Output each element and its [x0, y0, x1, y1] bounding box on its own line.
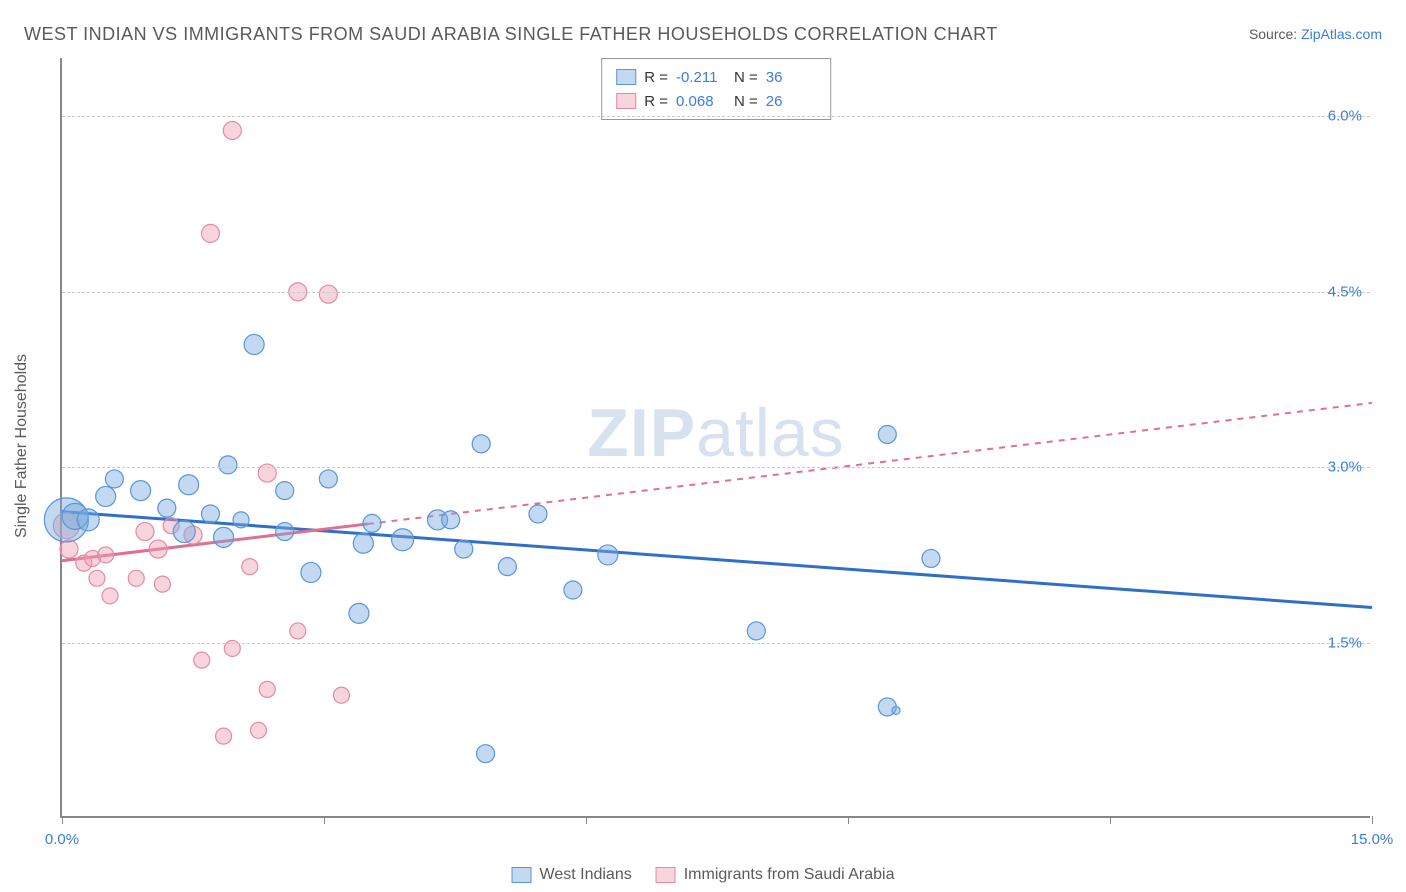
- data-point: [598, 545, 618, 565]
- legend-stats: R = -0.211 N = 36 R = 0.068 N = 26: [601, 58, 831, 120]
- data-point: [301, 562, 321, 582]
- xtick-mark: [1372, 816, 1373, 824]
- data-point: [472, 435, 490, 453]
- data-point: [349, 603, 369, 623]
- data-point: [158, 499, 176, 517]
- data-point: [353, 533, 373, 553]
- data-point: [96, 486, 116, 506]
- y-axis-label: Single Father Households: [13, 354, 31, 538]
- legend-item-2: Immigrants from Saudi Arabia: [656, 866, 895, 884]
- gridline-h: [62, 467, 1370, 468]
- xtick-mark: [848, 816, 849, 824]
- data-point: [136, 523, 154, 541]
- source-link[interactable]: ZipAtlas.com: [1301, 26, 1382, 42]
- data-point: [216, 728, 232, 744]
- data-point: [333, 687, 349, 703]
- ytick-label: 6.0%: [1328, 108, 1362, 125]
- legend-swatch-blue-2: [512, 867, 532, 883]
- data-point: [233, 512, 249, 528]
- data-point: [319, 470, 337, 488]
- data-point: [477, 745, 495, 763]
- gridline-h: [62, 643, 1370, 644]
- data-point: [128, 570, 144, 586]
- gridline-h: [62, 116, 1370, 117]
- data-point: [564, 581, 582, 599]
- legend-item-1: West Indians: [512, 866, 632, 884]
- data-point: [98, 547, 114, 563]
- ytick-label: 4.5%: [1328, 283, 1362, 300]
- r-value-1: -0.211: [676, 69, 726, 86]
- data-point: [251, 722, 267, 738]
- data-point: [363, 514, 381, 532]
- data-point: [131, 481, 151, 501]
- data-point: [244, 334, 264, 354]
- data-point: [498, 558, 516, 576]
- trend-line-dashed: [368, 403, 1372, 524]
- data-point: [173, 521, 195, 543]
- xtick-mark: [586, 816, 587, 824]
- data-point: [878, 425, 896, 443]
- chart-container: WEST INDIAN VS IMMIGRANTS FROM SAUDI ARA…: [0, 0, 1406, 892]
- data-point: [747, 622, 765, 640]
- data-point: [392, 529, 414, 551]
- data-point: [219, 456, 237, 474]
- data-point: [290, 623, 306, 639]
- legend-label-1: West Indians: [540, 866, 632, 884]
- xtick-mark: [324, 816, 325, 824]
- data-point: [214, 527, 234, 547]
- data-point: [179, 475, 199, 495]
- ytick-label: 1.5%: [1328, 634, 1362, 651]
- xtick-mark: [62, 816, 63, 824]
- source-label: Source: ZipAtlas.com: [1249, 26, 1382, 42]
- data-point: [455, 540, 473, 558]
- r-value-2: 0.068: [676, 93, 726, 110]
- data-point: [102, 588, 118, 604]
- ytick-label: 3.0%: [1328, 459, 1362, 476]
- data-point: [201, 224, 219, 242]
- legend-swatch-blue: [616, 69, 636, 85]
- data-point: [149, 540, 167, 558]
- xtick-label: 0.0%: [45, 831, 79, 848]
- data-point: [319, 285, 337, 303]
- data-point: [77, 509, 99, 531]
- data-point: [442, 511, 460, 529]
- data-point: [892, 706, 900, 714]
- gridline-h: [62, 292, 1370, 293]
- xtick-label: 15.0%: [1351, 831, 1394, 848]
- data-point: [242, 559, 258, 575]
- data-point: [529, 505, 547, 523]
- data-point: [89, 570, 105, 586]
- plot-area: ZIPatlas R = -0.211 N = 36 R = 0.068 N =…: [60, 58, 1370, 818]
- plot-svg: [62, 58, 1370, 816]
- xtick-mark: [1110, 816, 1111, 824]
- legend-label-2: Immigrants from Saudi Arabia: [684, 866, 895, 884]
- legend-stats-row-1: R = -0.211 N = 36: [616, 65, 816, 89]
- n-value-1: 36: [766, 69, 816, 86]
- legend-stats-row-2: R = 0.068 N = 26: [616, 89, 816, 113]
- data-point: [223, 121, 241, 139]
- data-point: [922, 549, 940, 567]
- chart-title: WEST INDIAN VS IMMIGRANTS FROM SAUDI ARA…: [24, 24, 998, 45]
- data-point: [105, 470, 123, 488]
- data-point: [259, 681, 275, 697]
- data-point: [276, 523, 294, 541]
- data-point: [194, 652, 210, 668]
- legend-series: West Indians Immigrants from Saudi Arabi…: [512, 866, 895, 884]
- trend-line-solid: [62, 512, 1372, 608]
- data-point: [154, 576, 170, 592]
- n-value-2: 26: [766, 93, 816, 110]
- legend-swatch-pink: [616, 93, 636, 109]
- data-point: [60, 540, 78, 558]
- data-point: [276, 482, 294, 500]
- legend-swatch-pink-2: [656, 867, 676, 883]
- data-point: [201, 505, 219, 523]
